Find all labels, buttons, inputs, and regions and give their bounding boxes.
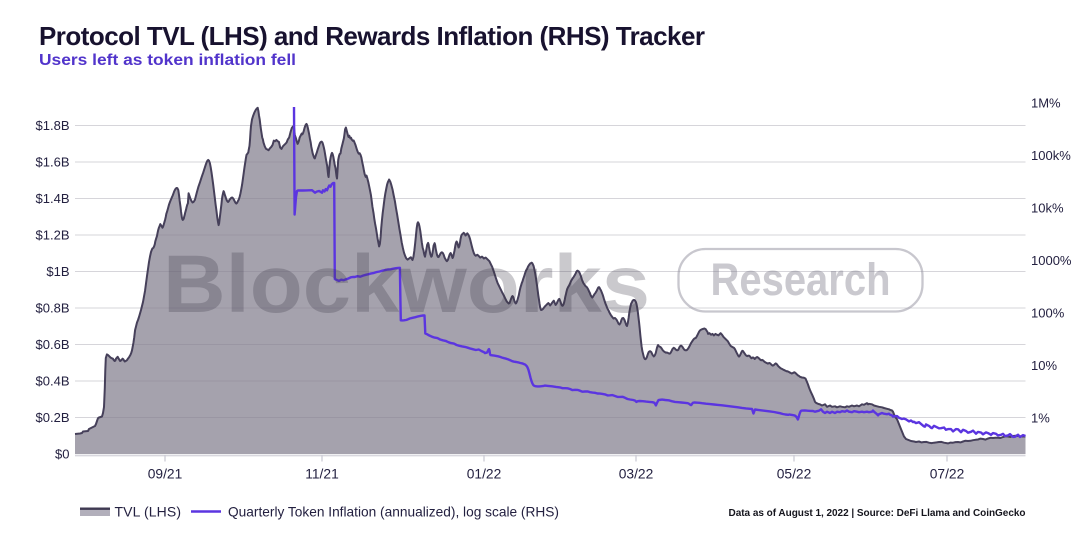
- svg-text:10%: 10%: [1031, 358, 1057, 373]
- svg-text:$0: $0: [55, 447, 69, 462]
- svg-text:1%: 1%: [1031, 411, 1050, 426]
- svg-text:$1B: $1B: [46, 264, 69, 279]
- svg-text:Protocol TVL (LHS) and Rewards: Protocol TVL (LHS) and Rewards Inflation…: [39, 21, 705, 51]
- svg-text:TVL (LHS): TVL (LHS): [115, 504, 182, 520]
- svg-text:03/22: 03/22: [619, 467, 654, 482]
- svg-text:07/22: 07/22: [930, 467, 965, 482]
- svg-text:Users left as token inflation: Users left as token inflation fell: [39, 52, 296, 69]
- svg-text:$0.6B: $0.6B: [36, 337, 70, 352]
- svg-text:Quarterly Token Inflation (ann: Quarterly Token Inflation (annualized), …: [228, 504, 559, 520]
- svg-text:$0.2B: $0.2B: [36, 410, 70, 425]
- svg-text:$0.8B: $0.8B: [36, 301, 70, 316]
- svg-text:01/22: 01/22: [467, 467, 502, 482]
- svg-text:Data as of August 1, 2022 | So: Data as of August 1, 2022 | Source: DeFi…: [729, 508, 1026, 519]
- svg-text:100k%: 100k%: [1031, 148, 1071, 163]
- svg-text:05/22: 05/22: [777, 467, 812, 482]
- svg-text:09/21: 09/21: [148, 467, 183, 482]
- svg-text:$1.2B: $1.2B: [36, 228, 70, 243]
- svg-text:10k%: 10k%: [1031, 201, 1064, 216]
- svg-text:Research: Research: [711, 254, 891, 305]
- svg-text:$1.6B: $1.6B: [36, 155, 70, 170]
- svg-text:$1.8B: $1.8B: [36, 118, 70, 133]
- svg-text:$0.4B: $0.4B: [36, 374, 70, 389]
- svg-text:100%: 100%: [1031, 306, 1065, 321]
- svg-text:Blockworks: Blockworks: [163, 239, 650, 330]
- svg-text:$1.4B: $1.4B: [36, 191, 70, 206]
- svg-text:11/21: 11/21: [305, 467, 339, 482]
- svg-text:1000%: 1000%: [1031, 253, 1072, 268]
- svg-text:1M%: 1M%: [1031, 96, 1061, 111]
